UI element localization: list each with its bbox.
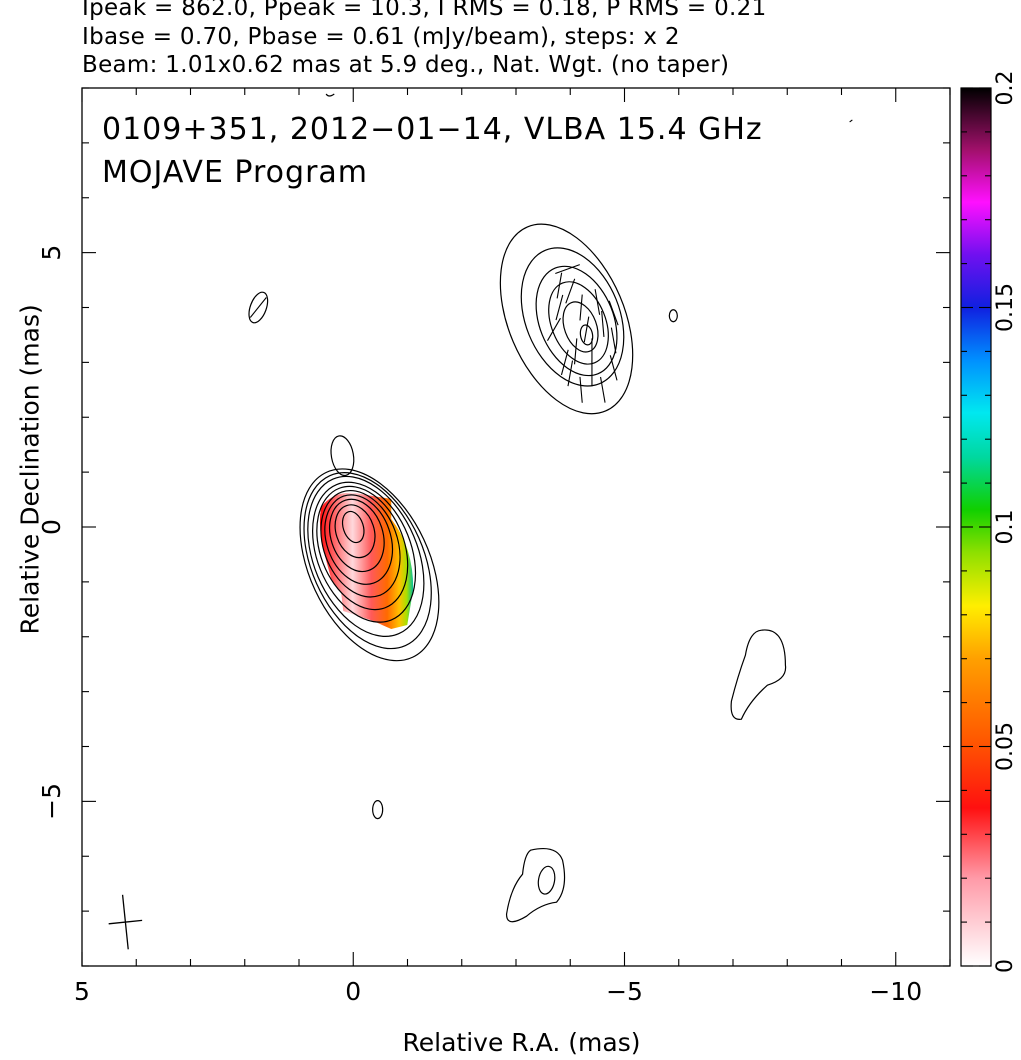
colorbar-tick-label: 0 [993,959,1018,973]
polarization-tick [610,327,617,354]
x-axis-label: Relative R.A. (mas) [402,1028,641,1057]
jet-contour [579,324,594,346]
polarization-tick [609,355,618,381]
x-tick-label: 5 [74,977,90,1006]
polarization-tick [555,294,564,321]
jet-contour [548,281,609,365]
program-label: MOJAVE Program [102,155,369,190]
polarization-tick [601,310,605,337]
polarization-tick [567,360,574,387]
polarization-tick [573,338,578,365]
polarization-tick [849,119,853,123]
isolated-contour [372,800,384,820]
isolated-contour [325,93,335,97]
y-axis-label: Relative Declination (mas) [15,304,45,635]
y-tick-label: −5 [37,783,66,820]
source-title: 0109+351, 2012−01−14, VLBA 15.4 GHz [102,112,763,147]
polarization-tick [608,300,619,326]
header-line-3: Beam: 1.01x0.62 mas at 5.9 deg., Nat. Wg… [82,52,730,78]
isolated-contour [537,865,556,895]
polarization-tick [555,264,580,275]
header-line-2: Ibase = 0.70, Pbase = 0.61 (mJy/beam), s… [82,24,680,50]
jet-contour [499,223,634,415]
polarization-tick [556,272,563,299]
x-tick-label: −10 [869,977,922,1006]
core-contour [324,494,394,585]
colorbar-tick-label: 0.05 [993,722,1018,771]
isolated-contour [505,847,566,923]
x-tick-label: 0 [345,977,361,1006]
polarization-tick [546,317,561,341]
core-contour [307,475,425,637]
polarization-tick [249,297,267,318]
isolated-contour [330,435,355,477]
polarization-tick [594,289,601,315]
polarization-tick [579,294,583,321]
core-contour [303,472,432,650]
y-tick-label: 0 [37,519,66,535]
core-contour [299,468,440,662]
core-contour [341,510,365,544]
colorbar-tick-label: 0.2 [993,71,1018,106]
colorbar-tick-label: 0.15 [993,283,1018,332]
axes-frame: 5 0 −5 −10 −5 0 5 0 0.05 0.1 0.15 0.2 [37,71,1018,1007]
core-contour [312,481,417,623]
polarization-tick [565,278,576,304]
colorbar-tick-label: 0.1 [993,510,1018,545]
polarization-tick [560,349,569,376]
isolated-contour [668,309,678,323]
core-contour [316,485,409,611]
plot-frame [81,87,951,967]
polarization-tick [583,316,590,343]
core-contour [329,498,385,573]
core-contour [334,504,376,559]
polarization-tick [579,376,583,403]
y-tick-label: 5 [37,245,66,261]
isolated-contour [730,629,787,720]
header-line-1: Ipeak = 862.0, Ppeak = 10.3, I RMS = 0.1… [82,0,767,21]
isolated-contour [248,291,269,324]
polarization-tick [600,376,606,403]
jet-contour [562,301,599,353]
core-contour [320,489,401,598]
jet-contour [520,247,625,387]
jet-contour [535,265,618,377]
x-tick-label: −5 [606,977,643,1006]
beam-minor-axis [108,919,143,925]
data-layer [108,93,853,950]
